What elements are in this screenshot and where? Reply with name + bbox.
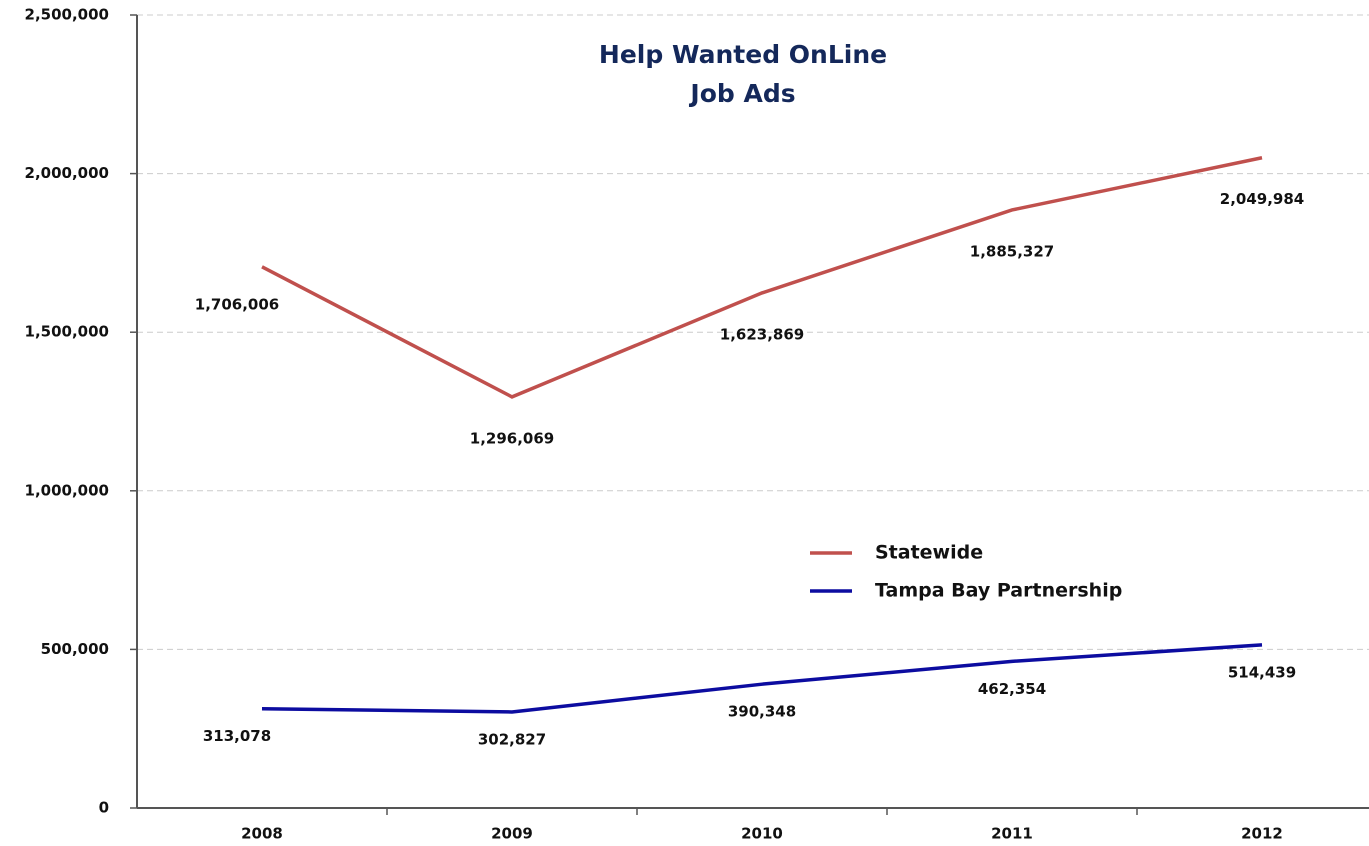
data-label: 1,296,069 — [470, 429, 554, 447]
legend-label: Tampa Bay Partnership — [875, 580, 1122, 602]
data-label: 313,078 — [203, 727, 271, 745]
data-label: 302,827 — [478, 730, 546, 748]
series-line — [261, 156, 1263, 399]
y-tick-label: 500,000 — [41, 640, 109, 658]
data-label: 390,348 — [728, 703, 796, 721]
data-label: 514,439 — [1228, 663, 1296, 681]
series-line — [261, 643, 1263, 714]
x-tick-label: 2012 — [1241, 825, 1283, 843]
data-label: 462,354 — [978, 680, 1046, 698]
data-label: 2,049,984 — [1220, 190, 1304, 208]
x-tick-label: 2008 — [241, 825, 283, 843]
y-tick-label: 1,500,000 — [25, 323, 109, 341]
y-tick-label: 2,000,000 — [25, 164, 109, 182]
y-tick-label: 1,000,000 — [25, 481, 109, 499]
data-label: 1,885,327 — [970, 242, 1054, 260]
data-label: 1,623,869 — [720, 325, 804, 343]
data-label: 1,706,006 — [195, 295, 279, 313]
x-tick-label: 2010 — [741, 825, 783, 843]
legend-label: Statewide — [875, 542, 983, 564]
y-tick-label: 0 — [99, 799, 109, 817]
chart-title: Job Ads — [688, 79, 795, 108]
chart-title: Help Wanted OnLine — [599, 40, 887, 69]
y-tick-label: 2,500,000 — [25, 6, 109, 24]
x-tick-label: 2009 — [491, 825, 533, 843]
x-tick-label: 2011 — [991, 825, 1033, 843]
